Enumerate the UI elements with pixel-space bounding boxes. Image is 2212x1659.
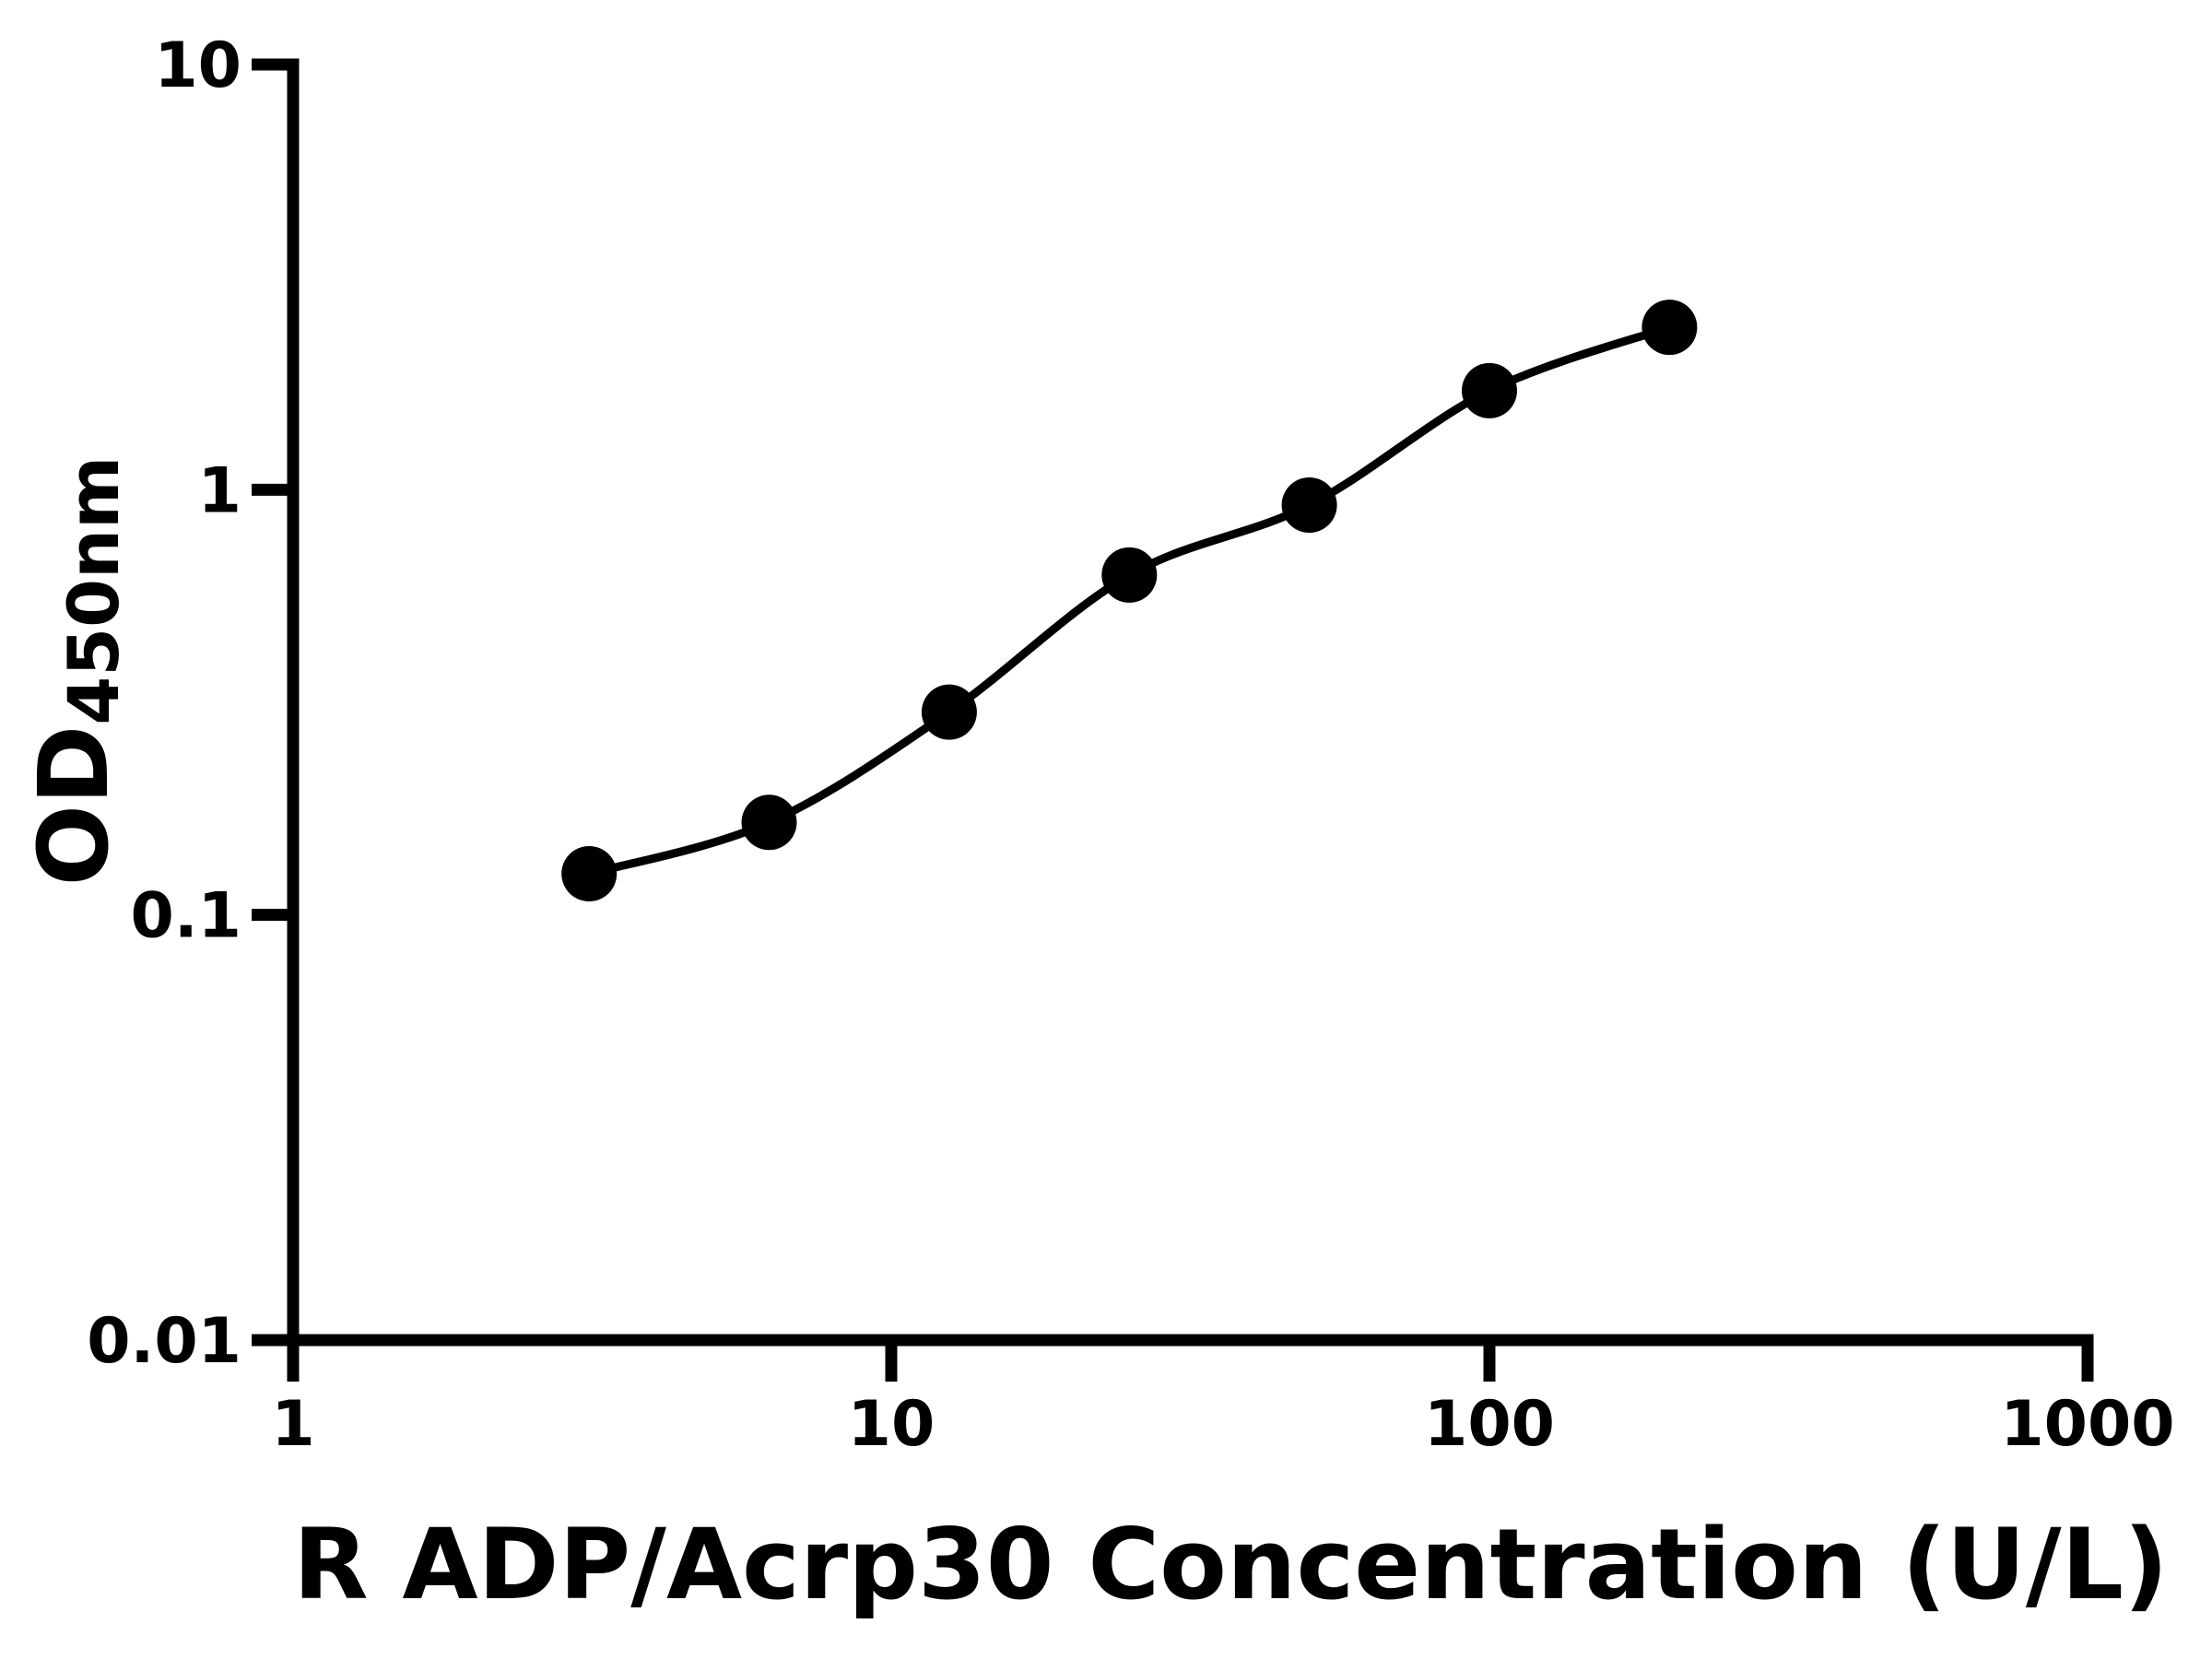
y-axis-title-subscript: 450nm	[53, 455, 135, 725]
data-point	[1462, 362, 1517, 418]
data-point	[1281, 477, 1337, 533]
x-tick-label: 1	[271, 1388, 314, 1461]
data-point	[741, 794, 797, 851]
x-tick-label: 10	[848, 1388, 935, 1461]
x-axis-title-text: R ADP/Acrp30 Concentration (U/L)	[293, 1508, 2169, 1621]
data-point	[1101, 547, 1158, 603]
x-axis-title: R ADP/Acrp30 Concentration (U/L)	[293, 1511, 2169, 1619]
data-point	[561, 846, 618, 901]
y-axis-title-main: OD	[18, 724, 130, 887]
y-axis-title: OD450nm	[18, 456, 135, 887]
y-tick-label: 10	[154, 29, 241, 102]
y-tick-label: 0.1	[131, 880, 241, 953]
y-tick-label: 1	[198, 454, 241, 527]
data-point	[1641, 300, 1698, 356]
data-point	[921, 684, 977, 740]
x-tick-label: 100	[1424, 1388, 1555, 1461]
y-tick-label: 0.01	[87, 1305, 241, 1378]
x-tick-label: 1000	[2000, 1388, 2174, 1461]
